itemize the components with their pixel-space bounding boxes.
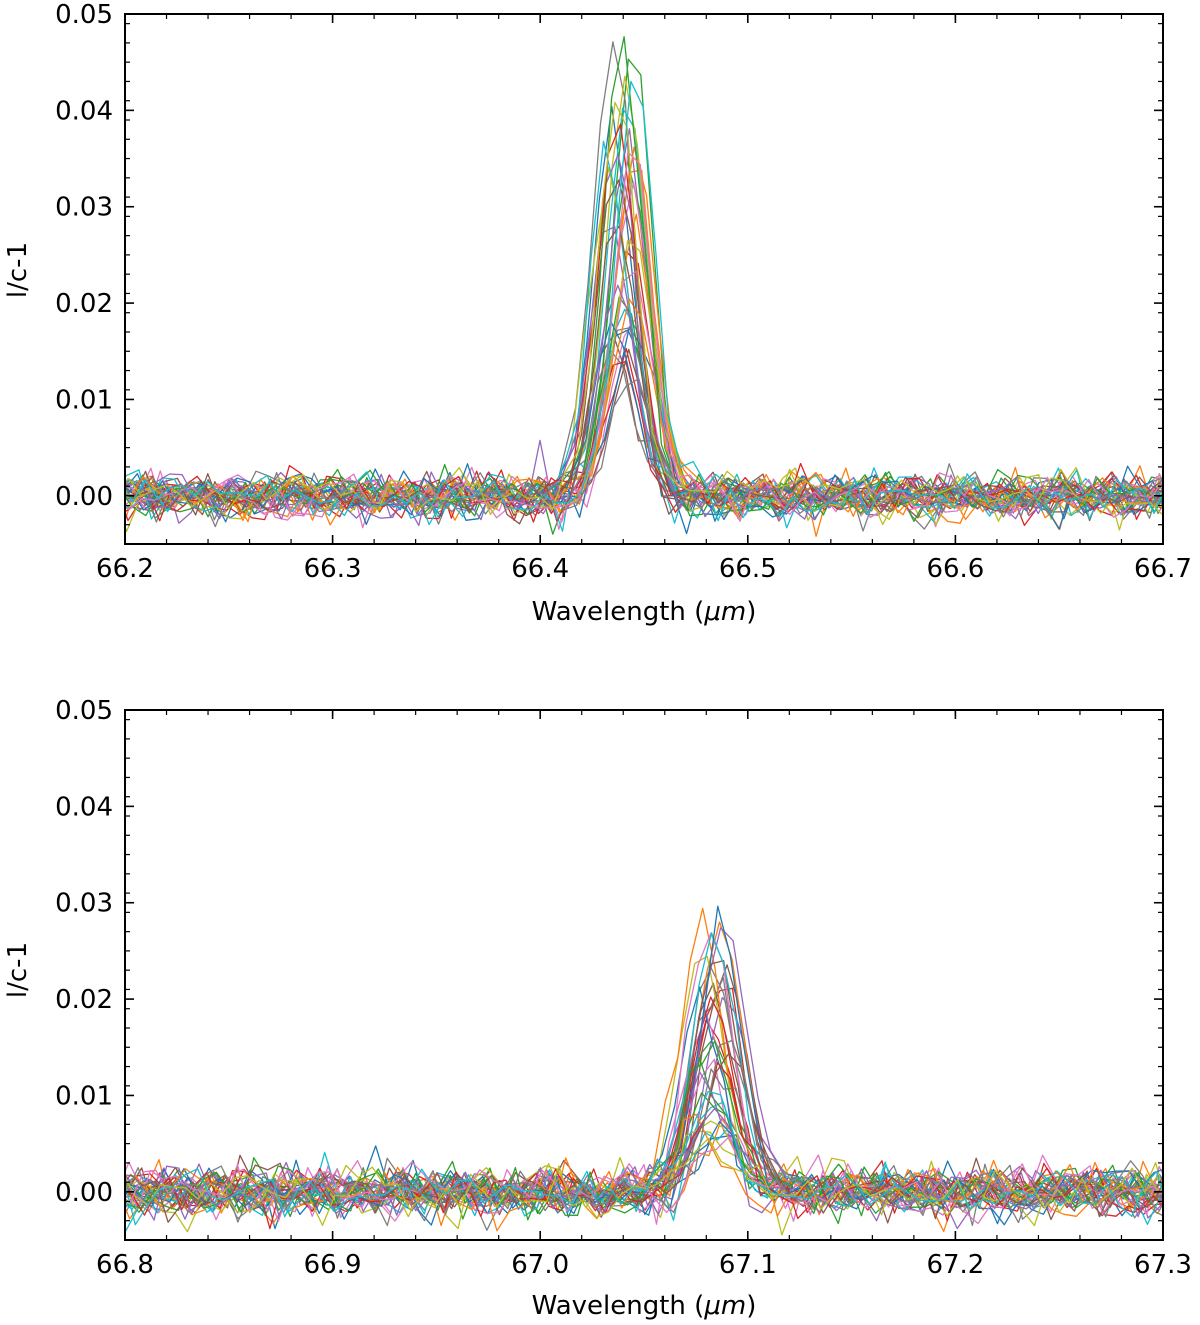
bottom-x-tick-label: 66.9 bbox=[304, 1250, 362, 1280]
top-x-tick-label: 66.5 bbox=[719, 554, 777, 584]
bottom-y-tick-label: 0.04 bbox=[55, 792, 113, 822]
top-series-line-1 bbox=[125, 105, 1163, 535]
top-tick-labels-group: 66.2 66.3 66.4 66.5 66.6 66.7 0.00 0.01 0.02 0.03… bbox=[55, 0, 1192, 584]
bottom-series-line-32 bbox=[125, 1113, 1163, 1232]
bottom-series-line-40 bbox=[125, 1090, 1163, 1226]
top-x-tick-label: 66.7 bbox=[1134, 554, 1192, 584]
bottom-series-line-36 bbox=[125, 1053, 1163, 1223]
top-plot-frame bbox=[124, 13, 1164, 545]
bottom-series-line-38 bbox=[125, 1039, 1163, 1224]
bottom-y-tick-label: 0.02 bbox=[55, 985, 113, 1015]
top-y-tick-label: 0.02 bbox=[55, 289, 113, 319]
top-y-tick-label: 0.04 bbox=[55, 96, 113, 126]
bottom-x-tick-label: 67.0 bbox=[511, 1250, 569, 1280]
top-chart-svg: 66.2 66.3 66.4 66.5 66.6 66.7 0.00 0.01 0.02 0.03… bbox=[3, 0, 1192, 627]
bottom-y-tick-label: 0.05 bbox=[55, 696, 113, 726]
top-series-line-26 bbox=[125, 179, 1163, 519]
top-y-axis-label: l/c-1 bbox=[3, 242, 33, 298]
bottom-x-tick-label: 67.3 bbox=[1134, 1250, 1192, 1280]
bottom-chart: 66.8 66.9 67.0 67.1 67.2 67.3 0.00 0.01 0.02 0.03… bbox=[0, 680, 1200, 1325]
top-y-tick-label: 0.05 bbox=[55, 0, 113, 30]
top-series-group bbox=[125, 36, 1163, 537]
top-x-tick-label: 66.3 bbox=[304, 554, 362, 584]
bottom-y-axis-label: l/c-1 bbox=[3, 942, 33, 998]
bottom-series-line-31 bbox=[125, 905, 1163, 1226]
top-x-tick-label: 66.6 bbox=[926, 554, 984, 584]
bottom-series-line-37 bbox=[125, 1136, 1163, 1225]
bottom-series-line-28 bbox=[125, 1068, 1163, 1223]
top-series-line-35 bbox=[125, 284, 1163, 520]
top-x-tick-label: 66.2 bbox=[96, 554, 154, 584]
top-y-tick-label: 0.03 bbox=[55, 193, 113, 223]
bottom-series-line-33 bbox=[125, 1040, 1163, 1221]
bottom-y-tick-label: 0.03 bbox=[55, 889, 113, 919]
bottom-ticks-group bbox=[124, 709, 1164, 1241]
bottom-x-axis-label: Wavelength (μm) bbox=[532, 1291, 757, 1321]
bottom-chart-svg: 66.8 66.9 67.0 67.1 67.2 67.3 0.00 0.01 0.02 0.03… bbox=[3, 696, 1192, 1321]
top-series-line-37 bbox=[125, 151, 1163, 522]
bottom-x-tick-label: 67.2 bbox=[926, 1250, 984, 1280]
top-x-tick-label: 66.4 bbox=[511, 554, 569, 584]
top-y-tick-label: 0.01 bbox=[55, 385, 113, 415]
bottom-series-group bbox=[125, 905, 1163, 1236]
top-y-tick-label: 0.00 bbox=[55, 482, 113, 512]
bottom-plot-frame bbox=[124, 709, 1164, 1241]
bottom-series-line-35 bbox=[125, 1107, 1163, 1222]
bottom-series-line-27 bbox=[125, 932, 1163, 1217]
top-ticks-group bbox=[124, 13, 1164, 545]
top-series-line-22 bbox=[125, 146, 1163, 523]
top-series-line-3 bbox=[125, 58, 1163, 519]
bottom-x-tick-label: 67.1 bbox=[719, 1250, 777, 1280]
bottom-tick-labels-group: 66.8 66.9 67.0 67.1 67.2 67.3 0.00 0.01 0.02 0.03… bbox=[55, 696, 1192, 1280]
top-series-line-40 bbox=[125, 80, 1163, 522]
top-chart: 66.2 66.3 66.4 66.5 66.6 66.7 0.00 0.01 0.02 0.03… bbox=[0, 0, 1200, 640]
bottom-y-tick-label: 0.01 bbox=[55, 1081, 113, 1111]
top-x-axis-label: Wavelength (μm) bbox=[532, 597, 757, 627]
top-series-line-39 bbox=[125, 101, 1163, 516]
bottom-y-tick-label: 0.00 bbox=[55, 1178, 113, 1208]
bottom-x-tick-label: 66.8 bbox=[96, 1250, 154, 1280]
